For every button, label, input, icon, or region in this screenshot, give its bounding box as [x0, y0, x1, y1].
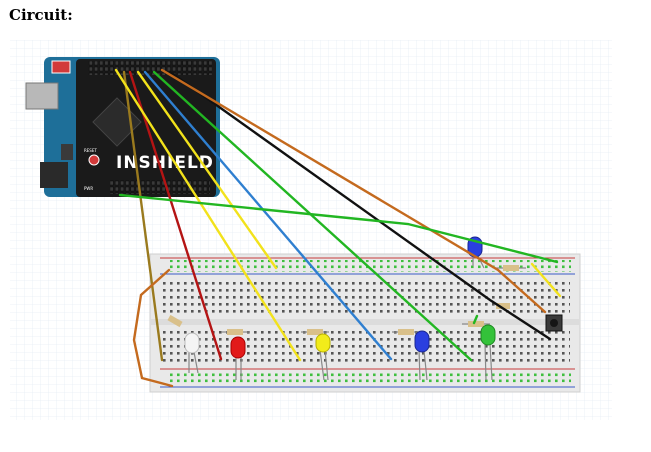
shield-board: INSHIELD RESET PWR: [61, 59, 216, 197]
wire-green-short: [472, 314, 479, 325]
pushbutton: [545, 314, 563, 332]
resistor: [503, 265, 519, 271]
led-red: [230, 336, 246, 359]
led-blue: [414, 330, 430, 353]
wire-blue: [143, 70, 393, 361]
resistor-leads: [221, 267, 526, 333]
led-green: [480, 324, 496, 346]
resistor: [307, 329, 323, 335]
wire-olive: [122, 70, 164, 362]
wire-yellow: [136, 70, 278, 270]
led-legs: [188, 255, 493, 381]
wires: [114, 68, 562, 388]
led-white: [184, 332, 200, 354]
resistor: [496, 303, 510, 309]
resistors: [167, 265, 519, 335]
usb-connector: [25, 82, 59, 110]
reset-button-arduino: [51, 60, 71, 74]
wire-green: [118, 193, 559, 264]
resistor: [227, 329, 243, 335]
page-title: Circuit:: [9, 6, 73, 24]
wire-orange: [160, 68, 547, 314]
power-jack: [40, 162, 68, 188]
wire-yellow-short: [530, 262, 562, 298]
resistor: [398, 329, 414, 335]
top-header: [88, 61, 212, 75]
wire-green: [152, 70, 473, 362]
wire-orange-loop: [132, 268, 174, 388]
led-yellow: [315, 333, 331, 353]
resistor: [167, 314, 183, 328]
shield-capacitor: [61, 144, 73, 160]
shield-logo: INSHIELD: [116, 153, 214, 173]
shield-reset-button: [88, 154, 100, 166]
bottom-header: [110, 180, 210, 194]
resistor: [468, 321, 484, 327]
wire-yellow: [114, 68, 302, 362]
wire-black: [168, 70, 552, 341]
power-label: PWR: [84, 186, 93, 191]
breadboard: [149, 253, 581, 393]
wire-red: [128, 70, 223, 361]
reset-label: RESET: [84, 148, 97, 153]
